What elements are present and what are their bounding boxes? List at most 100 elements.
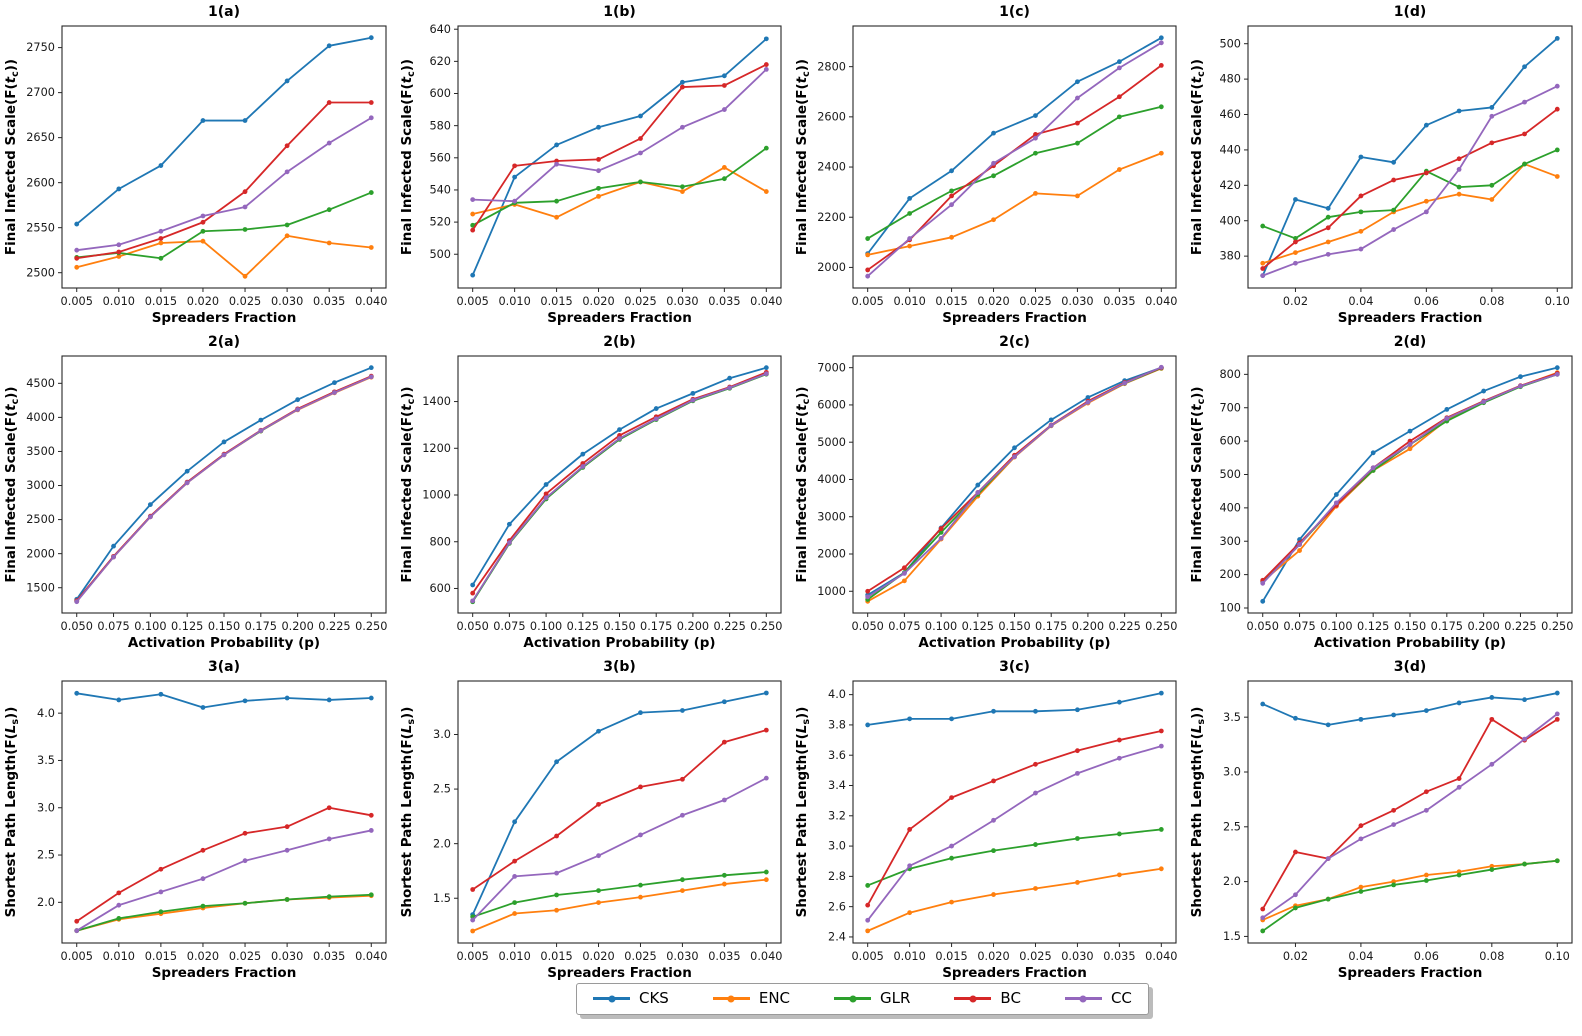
y-tick-label: 3.4 — [828, 779, 846, 792]
data-point-cc — [1293, 260, 1298, 266]
data-point-glr — [991, 848, 996, 854]
data-point-cks — [596, 124, 601, 130]
y-tick-label: 480 — [1219, 73, 1241, 86]
y-tick-label: 300 — [1219, 535, 1241, 548]
data-point-glr — [596, 888, 601, 893]
data-point-cks — [242, 118, 248, 123]
x-tick-label: 0.150 — [998, 620, 1030, 633]
series-line-glr — [75, 375, 373, 602]
y-tick-label: 2.4 — [828, 931, 846, 944]
data-point-cks — [258, 417, 264, 423]
x-tick-label: 0.175 — [1431, 620, 1463, 633]
y-tick-label: 4.0 — [37, 707, 55, 720]
x-tick-label: 0.020 — [977, 295, 1009, 308]
y-tick-label: 620 — [429, 55, 451, 68]
series-line-cks — [471, 37, 768, 277]
y-tick-label: 2.8 — [828, 870, 846, 883]
data-point-cks — [1075, 79, 1080, 85]
data-point-cks — [1423, 122, 1429, 128]
x-tick-label: 0.010 — [498, 950, 530, 963]
data-point-glr — [865, 883, 871, 888]
x-tick-label: 0.175 — [640, 620, 672, 633]
x-tick-label: 0.100 — [530, 620, 562, 633]
series-line-glr — [471, 373, 768, 603]
series-line-cks — [1261, 366, 1559, 603]
data-point-cc — [653, 416, 659, 422]
data-point-cks — [975, 482, 981, 488]
data-point-bc — [1489, 140, 1495, 146]
data-point-enc — [554, 907, 559, 913]
y-tick-label: 420 — [1219, 179, 1241, 192]
x-tick-label: 0.035 — [1103, 950, 1135, 963]
chart-title: 2(d) — [1394, 334, 1427, 350]
data-point-enc — [680, 189, 685, 194]
x-tick-label: 0.10 — [1545, 295, 1570, 308]
data-point-cc — [1554, 711, 1560, 717]
y-tick-label: 3000 — [26, 479, 55, 492]
data-point-cc — [949, 843, 954, 849]
x-axis-label: Spreaders Fraction — [942, 965, 1087, 981]
y-tick-label: 3.5 — [1223, 711, 1241, 724]
data-point-cks — [1293, 715, 1298, 721]
x-tick-label: 0.08 — [1479, 950, 1504, 963]
data-point-cc — [721, 107, 727, 112]
data-point-bc — [1116, 94, 1122, 100]
data-point-cc — [1158, 743, 1164, 749]
data-point-bc — [158, 236, 164, 241]
y-axis-label: Final Infected Scale(F(tc)) — [399, 59, 417, 255]
data-point-cc — [1033, 135, 1038, 141]
y-tick-label: 500 — [1219, 37, 1241, 50]
subplot-2c: 1000 2000 3000 4000 5000 6000 7000 0.050 0.075 0.… — [791, 330, 1186, 655]
data-point-cks — [470, 272, 476, 278]
x-tick-label: 0.250 — [1541, 620, 1573, 633]
y-tick-label: 2200 — [817, 211, 846, 224]
data-point-cc — [1391, 822, 1397, 828]
legend-label: CC — [1110, 989, 1132, 1007]
y-tick-label: 200 — [1219, 568, 1241, 581]
data-point-enc — [1293, 250, 1298, 255]
data-point-enc — [74, 264, 80, 270]
data-point-cc — [200, 213, 206, 219]
data-point-cks — [1333, 492, 1339, 497]
data-point-cks — [1489, 105, 1495, 110]
x-tick-label: 0.040 — [1145, 950, 1177, 963]
data-point-bc — [512, 858, 518, 864]
data-point-cks — [653, 406, 659, 411]
y-tick-label: 5000 — [817, 436, 846, 449]
y-tick-label: 2000 — [26, 547, 55, 560]
data-point-glr — [596, 185, 601, 191]
data-point-cks — [1325, 722, 1331, 728]
data-point-bc — [865, 267, 871, 273]
series-line-glr — [1261, 373, 1559, 583]
y-tick-label: 4.0 — [828, 688, 846, 701]
data-point-glr — [1522, 161, 1527, 167]
x-tick-label: 0.030 — [271, 295, 303, 308]
y-tick-label: 600 — [1219, 435, 1241, 448]
series-line-bc — [75, 101, 373, 260]
data-point-cc — [1407, 442, 1413, 447]
x-tick-label: 0.020 — [582, 295, 614, 308]
series-line-bc — [75, 806, 373, 923]
data-point-cks — [1423, 708, 1429, 713]
y-tick-label: 2000 — [817, 548, 846, 561]
y-axis-label: Final Infected Scale(F(tc)) — [399, 386, 417, 582]
x-tick-label: 0.005 — [457, 295, 489, 308]
data-point-enc — [901, 578, 907, 584]
y-tick-label: 4500 — [26, 377, 55, 390]
data-point-cc — [158, 889, 164, 895]
series-line-cks — [1261, 37, 1559, 277]
data-point-glr — [326, 894, 332, 900]
data-point-glr — [284, 897, 290, 902]
y-tick-label: 700 — [1219, 401, 1241, 414]
data-point-cks — [158, 163, 164, 168]
y-tick-label: 2750 — [26, 41, 55, 54]
data-point-enc — [991, 892, 996, 897]
x-axis-label: Spreaders Fraction — [547, 965, 692, 981]
data-point-enc — [907, 243, 913, 249]
data-point-cks — [242, 698, 248, 704]
data-point-cc — [596, 168, 601, 174]
data-point-enc — [596, 900, 601, 906]
series-line-glr — [75, 893, 373, 932]
series-line-bc — [866, 730, 1163, 907]
x-tick-label: 0.035 — [708, 950, 740, 963]
